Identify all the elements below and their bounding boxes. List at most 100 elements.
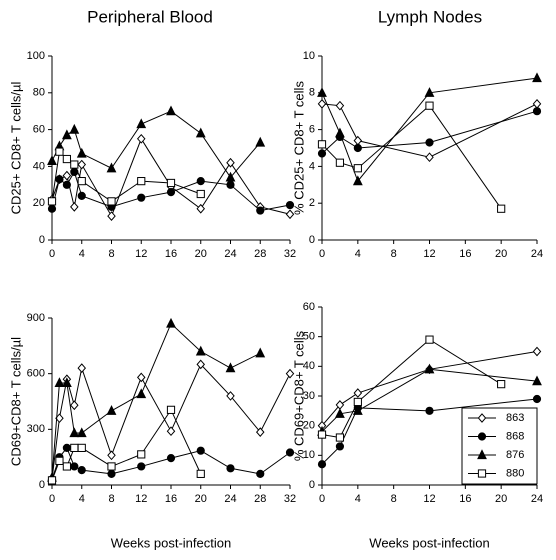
series-line xyxy=(51,322,261,478)
x-tick-label: 32 xyxy=(284,248,296,260)
data-point xyxy=(425,335,434,344)
data-point xyxy=(196,189,205,199)
legend-label: 880 xyxy=(506,467,524,479)
data-point xyxy=(106,162,117,173)
data-point xyxy=(77,363,87,373)
x-tick-label: 32 xyxy=(284,493,296,505)
x-tick-label: 28 xyxy=(254,493,266,505)
data-point xyxy=(47,155,57,165)
data-point xyxy=(196,203,206,214)
y-tick-label: 8 xyxy=(309,87,315,99)
y-tick-label: 100 xyxy=(27,50,45,62)
x-tick-label: 4 xyxy=(355,248,361,260)
data-point xyxy=(136,372,146,383)
y-tick-label: 20 xyxy=(33,197,45,209)
data-point xyxy=(137,193,146,202)
data-point xyxy=(335,433,345,442)
data-point xyxy=(69,123,80,134)
data-point xyxy=(62,154,71,164)
data-point xyxy=(77,443,86,452)
data-point xyxy=(317,140,327,149)
data-point xyxy=(285,368,295,379)
data-point xyxy=(47,204,57,213)
x-tick-label: 12 xyxy=(135,248,147,260)
data-point xyxy=(76,147,87,158)
y-tick-label: 0 xyxy=(309,234,315,246)
data-point xyxy=(77,191,86,200)
data-point xyxy=(166,453,176,463)
data-point xyxy=(54,377,65,388)
data-point xyxy=(137,450,146,459)
data-point xyxy=(62,170,72,181)
data-point xyxy=(70,400,79,411)
data-point xyxy=(70,160,79,169)
x-tick-label: 0 xyxy=(49,248,55,260)
x-tick-label: 16 xyxy=(459,248,471,260)
data-point xyxy=(62,180,71,189)
x-tick-label: 16 xyxy=(459,493,471,505)
y-tick-label: 10 xyxy=(303,449,315,461)
legend-marker xyxy=(477,469,487,478)
x-tick-label: 24 xyxy=(531,493,543,505)
data-point xyxy=(317,98,327,109)
data-point xyxy=(256,206,265,215)
data-point xyxy=(285,200,295,210)
data-point xyxy=(226,157,235,168)
data-point xyxy=(335,408,345,418)
legend-marker xyxy=(477,413,487,423)
data-point xyxy=(226,464,235,473)
data-point xyxy=(353,143,362,153)
x-tick-label: 12 xyxy=(423,248,435,260)
x-tick-label: 8 xyxy=(108,493,114,505)
legend-marker xyxy=(477,449,487,460)
data-point xyxy=(47,476,57,485)
data-point xyxy=(532,375,542,386)
data-point xyxy=(166,405,176,414)
data-point xyxy=(61,377,72,388)
data-point xyxy=(226,180,235,189)
data-point xyxy=(532,346,542,357)
data-point xyxy=(107,462,116,471)
x-tick-label: 24 xyxy=(224,248,236,260)
data-point xyxy=(137,462,146,471)
data-point xyxy=(196,177,205,186)
data-point xyxy=(136,133,146,144)
data-point xyxy=(107,450,116,461)
legend-label: 876 xyxy=(506,449,524,461)
x-tick-label: 24 xyxy=(531,248,543,260)
legend-marker xyxy=(477,432,487,441)
x-tick-label: 8 xyxy=(391,493,397,505)
data-point xyxy=(61,129,72,140)
x-tick-label: 12 xyxy=(423,493,435,505)
x-axis-title: Weeks post-infection xyxy=(369,535,489,550)
data-point xyxy=(497,380,506,389)
y-axis-title: % CD25+ CD8+ T cells xyxy=(291,81,306,215)
data-point xyxy=(497,204,506,213)
data-point xyxy=(353,397,362,407)
y-tick-label: 30 xyxy=(303,390,315,402)
y-tick-label: 2 xyxy=(309,197,315,209)
data-point xyxy=(62,443,71,452)
legend-box xyxy=(461,407,538,485)
data-point xyxy=(255,427,265,437)
series-line xyxy=(51,137,291,218)
data-point xyxy=(136,388,147,399)
y-axis-title: CD25+ CD8+ T cells/µl xyxy=(8,82,23,215)
data-point xyxy=(225,171,236,182)
y-tick-label: 60 xyxy=(33,124,45,136)
legend-label: 863 xyxy=(506,412,524,424)
data-point xyxy=(55,456,64,465)
y-tick-label: 600 xyxy=(27,368,45,380)
data-point xyxy=(70,443,79,452)
x-tick-label: 20 xyxy=(195,493,207,505)
x-axis-title: Weeks post-infection xyxy=(111,535,231,550)
data-point xyxy=(136,118,147,129)
y-tick-label: 0 xyxy=(39,479,45,491)
data-point xyxy=(255,347,266,358)
data-point xyxy=(352,175,363,186)
data-point xyxy=(70,202,79,212)
data-point xyxy=(532,98,542,109)
x-tick-label: 16 xyxy=(165,248,177,260)
data-point xyxy=(195,127,206,138)
